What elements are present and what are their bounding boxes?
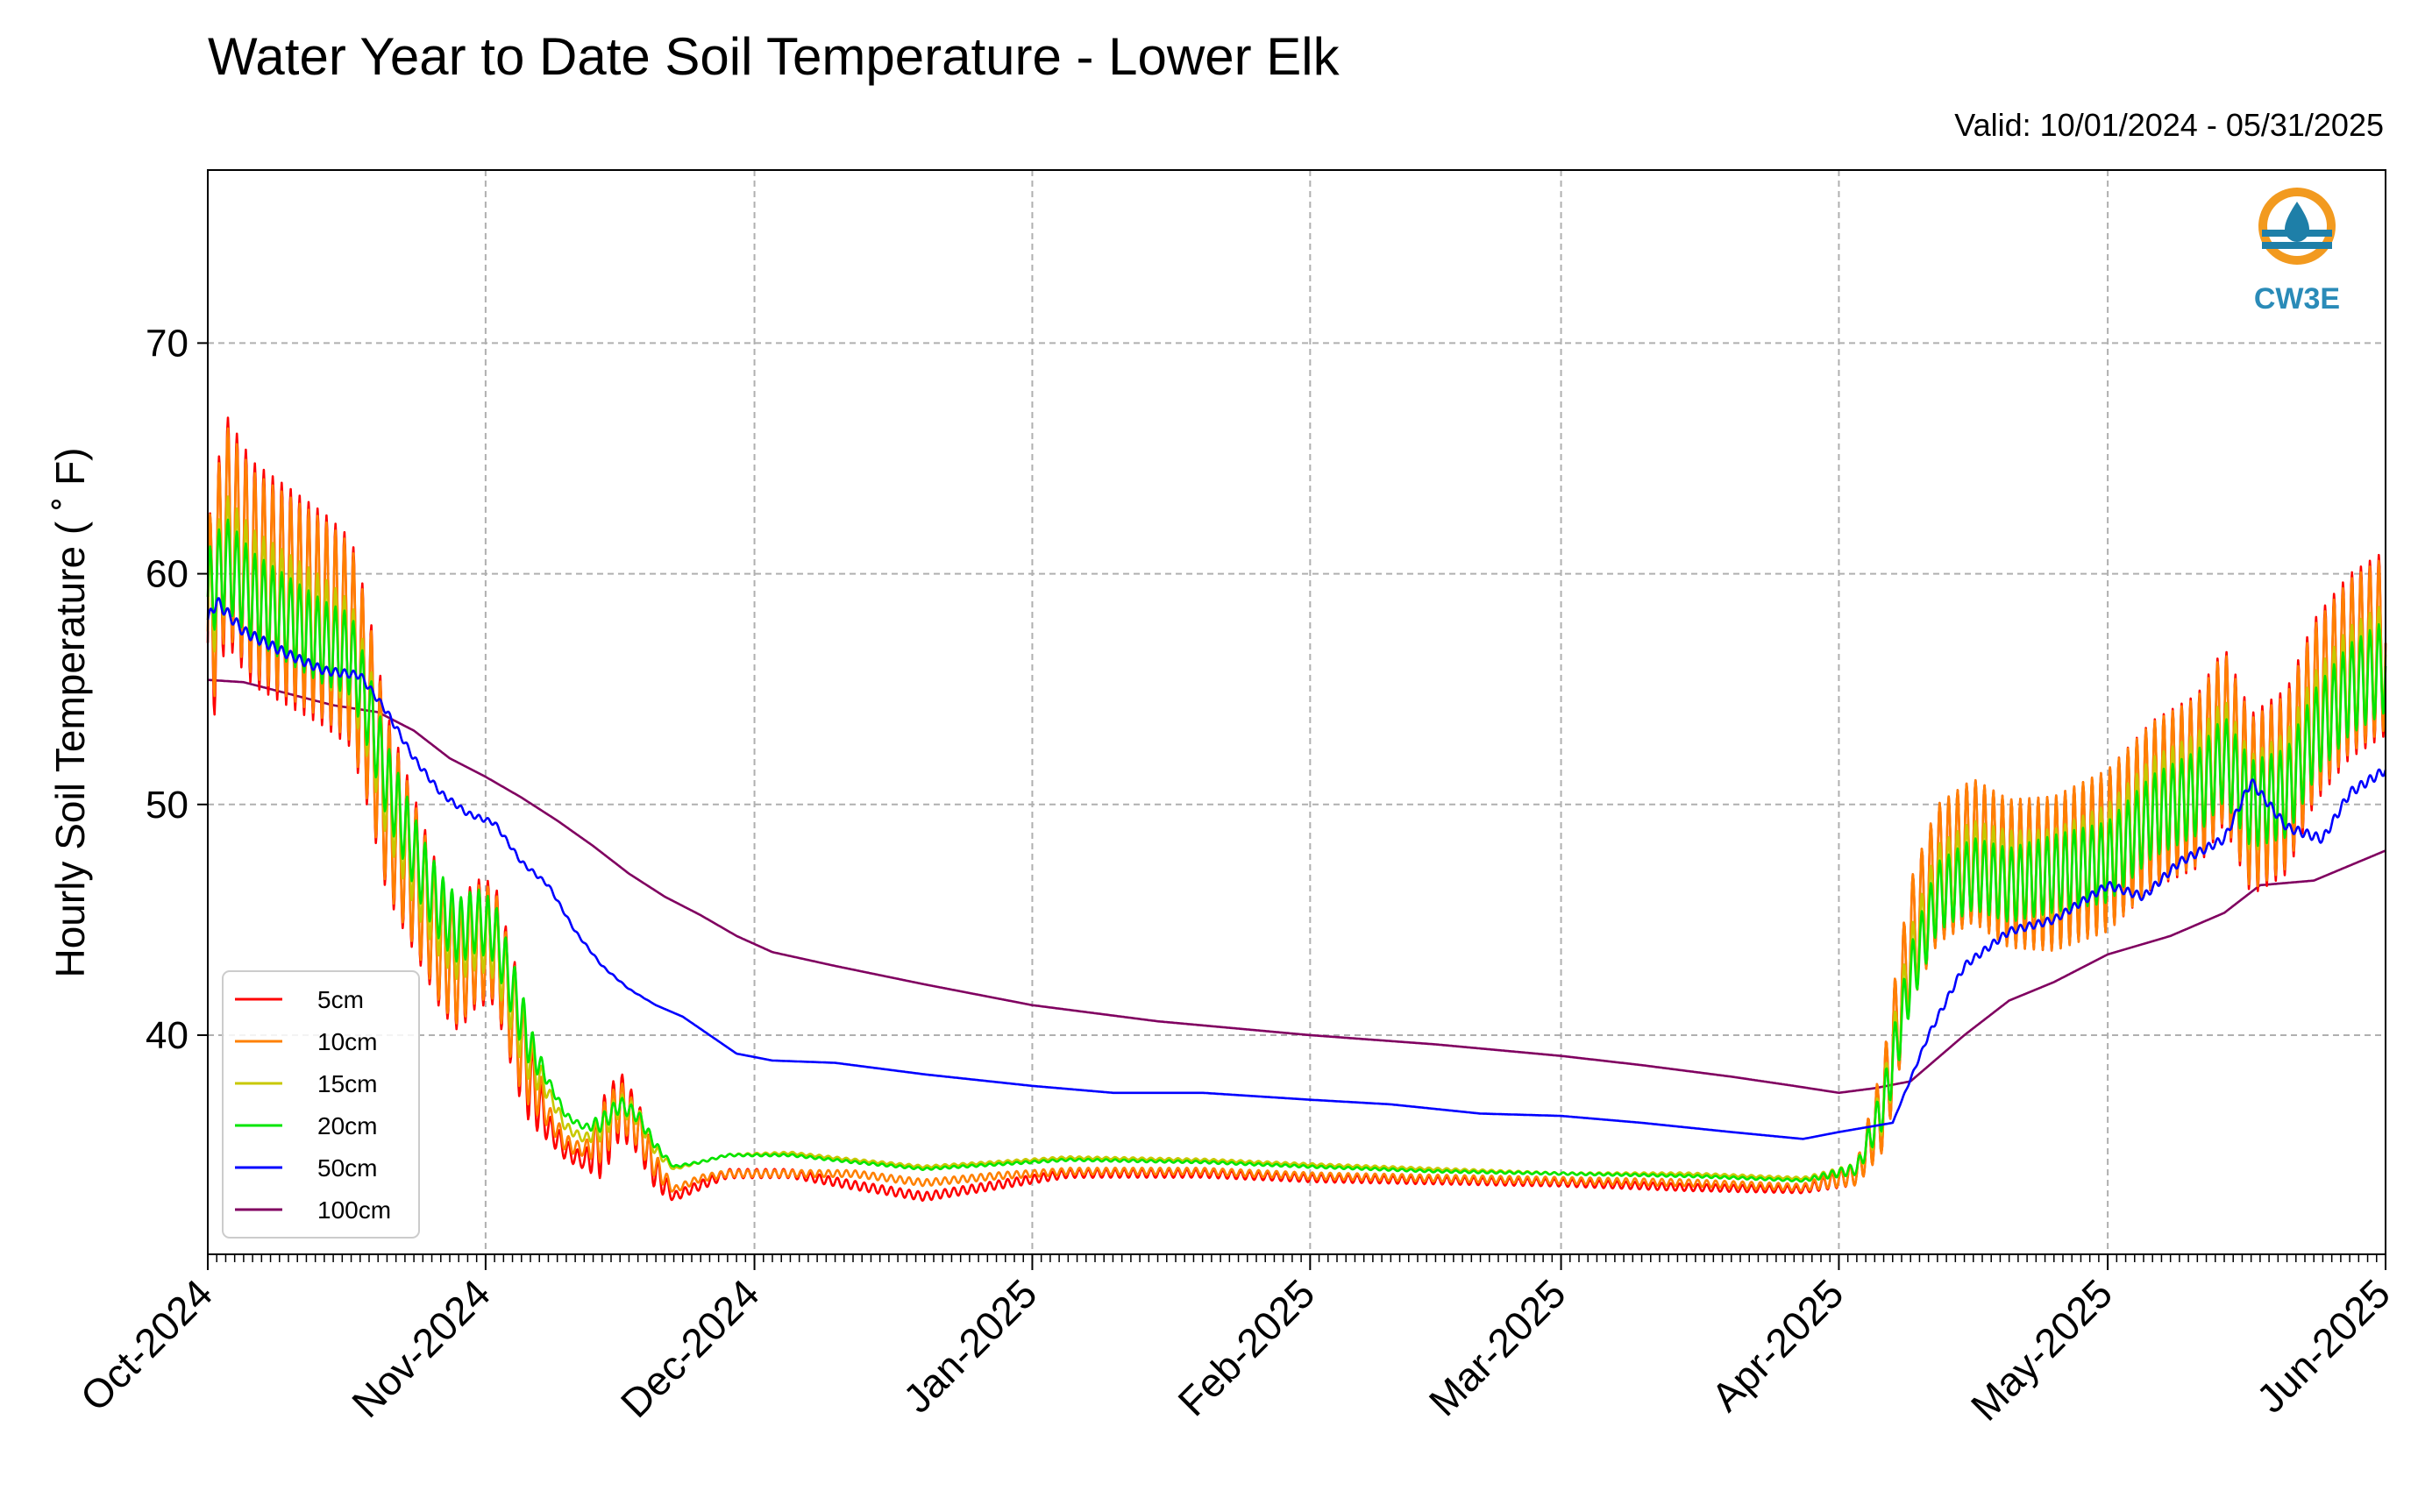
legend-label: 10cm xyxy=(317,1028,377,1055)
x-tick-label: Feb-2025 xyxy=(1169,1270,1323,1424)
cw3e-logo: CW3E xyxy=(2254,188,2340,316)
x-tick-label: Mar-2025 xyxy=(1420,1270,1575,1424)
legend-box xyxy=(222,970,420,1239)
y-tick-label: 70 xyxy=(146,322,188,365)
y-tick-label: 50 xyxy=(146,784,188,827)
x-tick-label: Jun-2025 xyxy=(2248,1270,2399,1421)
chart-title: Water Year to Date Soil Temperature - Lo… xyxy=(208,27,1340,86)
x-tick-label: Jan-2025 xyxy=(894,1270,1045,1421)
series-line-20cm xyxy=(206,518,2387,1183)
plot-frame xyxy=(207,169,2386,1255)
water-drop-icon xyxy=(2285,202,2309,242)
x-tick-label: Nov-2024 xyxy=(343,1270,499,1426)
valid-date-range: Valid: 10/01/2024 - 05/31/2025 xyxy=(1954,107,2384,143)
logo-text: CW3E xyxy=(2254,282,2340,316)
legend-label: 15cm xyxy=(317,1070,377,1097)
x-tick-label: Oct-2024 xyxy=(72,1270,222,1420)
x-tick-label: May-2025 xyxy=(1962,1270,2121,1429)
y-tick-label: 60 xyxy=(146,553,188,596)
legend-label: 50cm xyxy=(317,1154,377,1182)
y-tick-label: 40 xyxy=(146,1014,188,1057)
y-axis-ticks: 40 50 60 70 xyxy=(146,322,208,1057)
series-line-50cm xyxy=(206,597,2387,1140)
legend-label: 20cm xyxy=(317,1112,377,1139)
legend-label: 5cm xyxy=(317,986,364,1013)
y-axis-label: Hourly Soil Temperature ( ˚ F) xyxy=(47,448,93,978)
plot-area xyxy=(208,170,2386,1254)
series-lines xyxy=(206,416,2387,1203)
minor-ticks xyxy=(207,1254,2386,1262)
legend: 5cm 10cm 15cm 20cm 50cm 100cm xyxy=(222,970,420,1239)
series-line-100cm xyxy=(207,678,2386,1095)
x-tick-label: Apr-2025 xyxy=(1703,1270,1853,1420)
legend-label: 100cm xyxy=(317,1196,391,1224)
x-tick-label: Dec-2024 xyxy=(612,1270,768,1426)
x-axis-ticks: Oct-2024 Nov-2024 Dec-2024 Jan-2025 Feb-2025… xyxy=(72,1254,2399,1430)
